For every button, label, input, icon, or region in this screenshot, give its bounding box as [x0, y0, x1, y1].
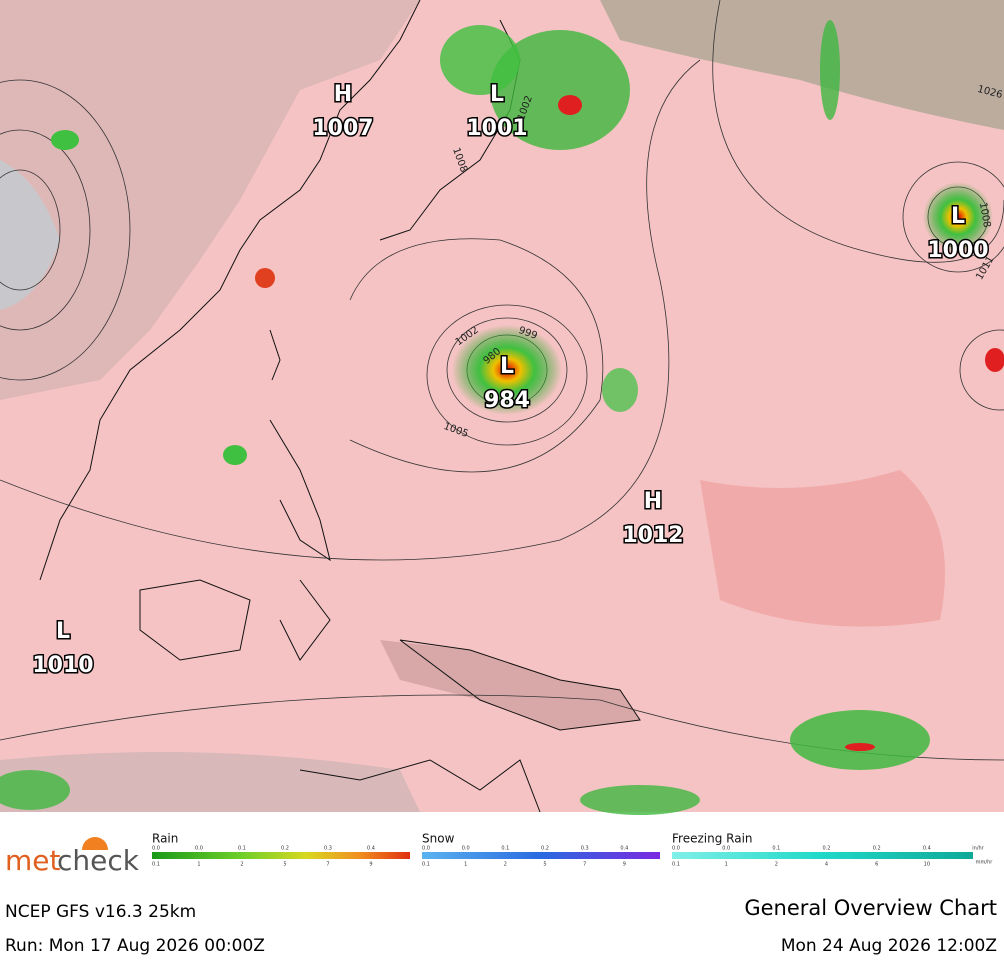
scale-bottom: 9	[369, 862, 372, 868]
scale-bottom: 2	[504, 862, 507, 868]
legend-bar	[152, 852, 410, 859]
land-new-guinea	[380, 640, 640, 730]
center-pressure: 1000	[927, 238, 988, 263]
legend-bar	[422, 852, 660, 859]
land-australia	[0, 752, 420, 812]
logo-sun	[82, 837, 108, 850]
scale-bottom: 9	[623, 862, 626, 868]
center-pressure: 1010	[32, 653, 93, 678]
scale-bottom: 2	[240, 862, 243, 868]
run-time: Run: Mon 17 Aug 2026 00:00Z	[5, 936, 265, 956]
scale-top: 0.2	[281, 846, 289, 852]
scale-top: 0.3	[581, 846, 589, 852]
center-pressure: 1007	[312, 116, 373, 141]
center-symbol: H	[334, 82, 352, 107]
scale-bottom: 1	[464, 862, 467, 868]
coastlines	[39, 0, 641, 813]
scale-top: 0.0	[422, 846, 430, 852]
scale-top: 0.0	[462, 846, 470, 852]
scale-top: 0.0	[672, 846, 680, 852]
center-symbol: H	[644, 489, 662, 514]
land-north	[600, 0, 1004, 130]
ocean-shade	[700, 470, 945, 627]
valid-time: Mon 24 Aug 2026 12:00Z	[781, 936, 997, 956]
center-symbol: L	[951, 204, 965, 229]
isobar-label: 1008	[977, 202, 992, 229]
scale-bottom: 0.1	[422, 862, 430, 868]
scale-bottom: 4	[825, 862, 828, 868]
scale-bottom: 5	[283, 862, 286, 868]
model: NCEP GFS v16.3 25km	[5, 902, 196, 922]
scale-top: 0.1	[501, 846, 509, 852]
scale-top: 0.2	[823, 846, 831, 852]
scale-top: 0.0	[722, 846, 730, 852]
scale-bottom: 2	[775, 862, 778, 868]
land-grey	[0, 160, 60, 310]
legend-bar	[672, 852, 973, 859]
units-top: in/hr	[972, 846, 984, 852]
legend-title: Freezing Rain	[672, 832, 753, 846]
land-asia	[0, 0, 420, 400]
precipitation	[0, 20, 1004, 815]
scale-bottom: 6	[875, 862, 878, 868]
scale-bottom: 7	[583, 862, 586, 868]
scale-top: 0.4	[923, 846, 931, 852]
footer: NCEP GFS v16.3 25km General Overview Cha…	[5, 896, 997, 956]
center-symbol: L	[56, 619, 70, 644]
scale-top: 0.1	[772, 846, 780, 852]
logo-met: met	[5, 844, 61, 877]
legend-title: Rain	[152, 832, 178, 846]
scale-bottom: 7	[326, 862, 329, 868]
center-pressure: 984	[484, 388, 530, 413]
scale-bottom: 1	[725, 862, 728, 868]
center-pressure: 1012	[622, 523, 683, 548]
scale-bottom: 0.1	[672, 862, 680, 868]
scale-bottom: 0.1	[152, 862, 160, 868]
center-symbol: L	[500, 354, 514, 379]
scale-bottom: 10	[924, 862, 930, 868]
scale-bottom: 5	[543, 862, 546, 868]
scale-top: 0.2	[541, 846, 549, 852]
scale-top: 0.1	[238, 846, 246, 852]
chart-name: General Overview Chart	[744, 896, 997, 920]
units-bottom: mm/hr	[976, 860, 994, 866]
scale-top: 0.0	[152, 846, 160, 852]
center-symbol: L	[490, 82, 504, 107]
scale-top: 0.2	[873, 846, 881, 852]
scale-top: 0.4	[367, 846, 375, 852]
scale-bottom: 1	[197, 862, 200, 868]
scale-top: 0.0	[195, 846, 203, 852]
legend-title: Snow	[422, 832, 455, 846]
scale-top: 0.3	[324, 846, 332, 852]
center-pressure: 1001	[466, 116, 527, 141]
scale-top: 0.4	[620, 846, 628, 852]
